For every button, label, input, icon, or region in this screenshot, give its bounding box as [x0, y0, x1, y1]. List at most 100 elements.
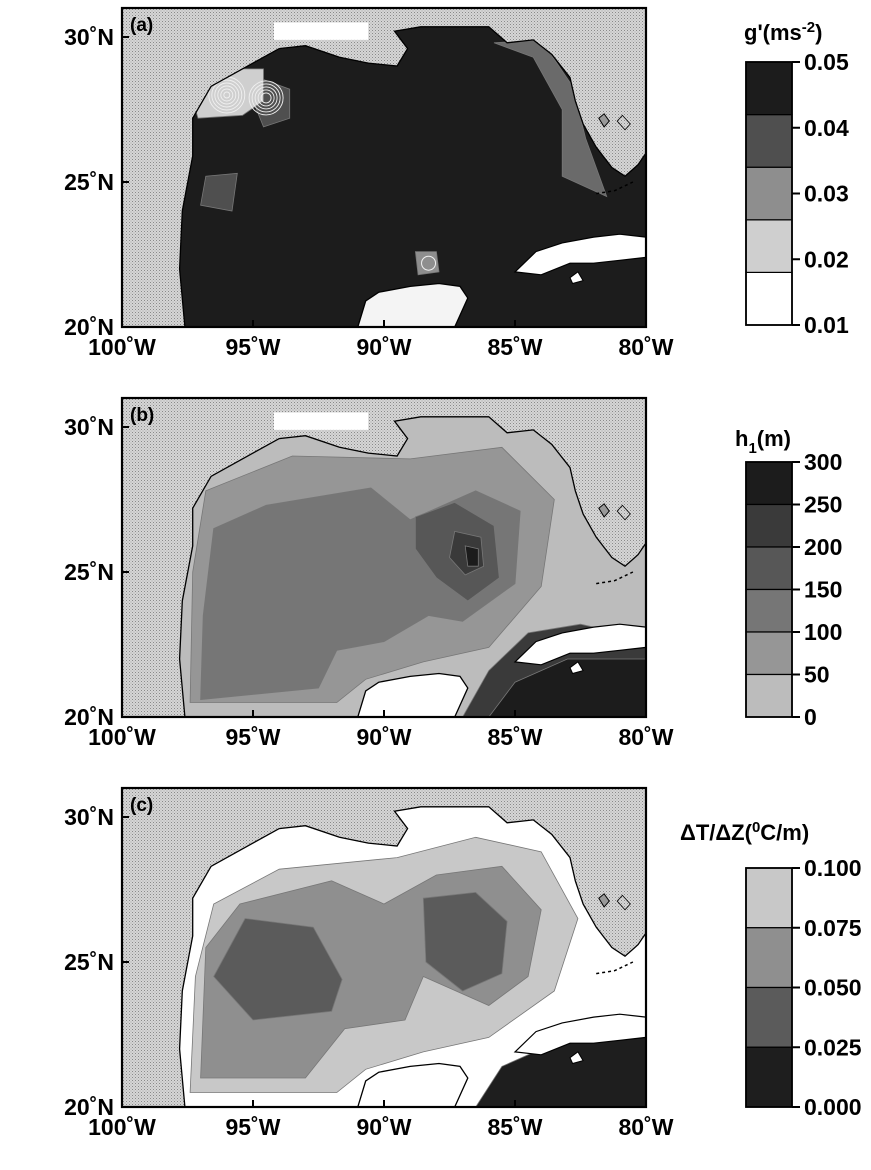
colorbar-tick-label: 0.04 — [804, 115, 849, 141]
inland-outline — [616, 894, 631, 911]
colorbar-segment — [745, 166, 793, 221]
x-tick-label: 90˚W — [357, 724, 412, 750]
panel-label: (b) — [130, 405, 154, 426]
coastal-band — [274, 412, 369, 430]
x-tick-label: 85˚W — [488, 724, 543, 750]
land-isle — [569, 271, 584, 285]
y-tick-label: 20˚N — [64, 704, 114, 730]
eddy-ring-1 — [254, 86, 278, 110]
inland-outline — [616, 114, 631, 131]
y-tick-label: 25˚N — [64, 169, 114, 195]
colorbar-tick-label: 0.05 — [804, 49, 849, 75]
colorbar-segment — [745, 546, 793, 591]
panel-label: (a) — [130, 15, 153, 36]
colorbar-segment — [745, 867, 793, 929]
y-tick-label: 20˚N — [64, 1094, 114, 1120]
panel-a: (a) 100˚W 95˚W 90˚W 85˚W 80˚W 20˚N 25˚N 30˚N 0.01… — [0, 0, 871, 390]
colorbar-segment — [745, 113, 793, 168]
x-tick-label: 100˚W — [88, 1114, 156, 1140]
inland-lake — [598, 113, 610, 128]
colorbar-segment — [745, 986, 793, 1048]
colorbar-segment — [745, 927, 793, 989]
florida-keys — [596, 181, 634, 195]
colorbar-tick-label: 50 — [804, 662, 830, 688]
eddy-ring-1 — [260, 92, 272, 104]
colorbar-segment — [745, 271, 793, 326]
colorbar-tick-label: 250 — [804, 492, 842, 518]
colorbar-segment — [745, 673, 793, 718]
eddy-ring-0 — [220, 88, 234, 102]
colorbar-tick-label: 150 — [804, 577, 842, 603]
colorbar-tick-label: 200 — [804, 534, 842, 560]
map-b: (b) 100˚W 95˚W 90˚W 85˚W 80˚W 20˚N 25˚N 30˚N 300 2… — [64, 396, 842, 750]
land-cuba — [513, 623, 646, 666]
inland-lake — [598, 503, 610, 518]
colorbar-title: h1(m) — [735, 426, 791, 457]
colorbar-tick-label: 0.050 — [804, 975, 862, 1001]
y-tick-label: 25˚N — [64, 949, 114, 975]
eddy-ring-1 — [251, 83, 281, 113]
caribbean-250-300 — [488, 658, 646, 717]
land-north-west — [122, 398, 646, 717]
y-tick-label: 25˚N — [64, 559, 114, 585]
colorbar-tick-label: 0.100 — [804, 855, 862, 881]
land-isle — [569, 661, 584, 675]
land-north-west — [122, 788, 646, 1107]
colorbar-segment — [745, 1046, 793, 1108]
x-tick-label: 80˚W — [619, 334, 674, 360]
colorbar-tick-label: 0.02 — [804, 246, 849, 272]
y-tick-label: 20˚N — [64, 314, 114, 340]
land-cuba — [513, 1013, 646, 1056]
y-tick-label: 30˚N — [64, 414, 114, 440]
western-0.050 — [213, 918, 343, 1021]
land-isle — [569, 1051, 584, 1065]
florida-keys — [596, 961, 634, 975]
x-tick-label: 90˚W — [357, 1114, 412, 1140]
colorbar-segment — [745, 503, 793, 548]
eddy-ring-0 — [214, 82, 240, 108]
panel-b: (b) 100˚W 95˚W 90˚W 85˚W 80˚W 20˚N 25˚N 30˚N 300 2… — [0, 390, 871, 780]
inland-lake — [598, 893, 610, 908]
colorbar-segment — [745, 61, 793, 116]
x-tick-label: 90˚W — [357, 334, 412, 360]
colorbar-tick-label: 0.025 — [804, 1034, 862, 1060]
y-tick-label: 30˚N — [64, 804, 114, 830]
colorbar-segment — [745, 588, 793, 633]
x-tick-label: 80˚W — [619, 1114, 674, 1140]
land-yucatan — [357, 282, 469, 327]
colorbar-segment — [745, 631, 793, 676]
x-tick-label: 85˚W — [488, 1114, 543, 1140]
x-tick-label: 95˚W — [226, 1114, 281, 1140]
eddy-ring-2 — [421, 255, 437, 271]
land-yucatan — [357, 672, 469, 717]
land-north-west — [122, 8, 646, 327]
map-layers — [122, 788, 646, 1107]
eddy-ring-0 — [223, 91, 231, 99]
colorbar-tick-label: 0.000 — [804, 1094, 862, 1120]
colorbar-tick-label: 0.03 — [804, 181, 849, 207]
eddy-ring-1 — [257, 89, 275, 107]
x-tick-label: 100˚W — [88, 334, 156, 360]
colorbar-tick-label: 0 — [804, 704, 817, 730]
x-tick-label: 95˚W — [226, 724, 281, 750]
colorbar-segment — [745, 461, 793, 506]
level-250-300 — [464, 545, 479, 567]
coastal-band — [274, 22, 369, 40]
panel-label: (c) — [130, 795, 153, 816]
map-c: (c) 100˚W 95˚W 90˚W 85˚W 80˚W 20˚N 25˚N 30˚N 0.10… — [64, 786, 862, 1140]
eddy-ring-1 — [248, 80, 284, 116]
map-layers — [122, 398, 646, 717]
colorbar-title: g'(ms-2) — [744, 19, 822, 45]
map-a: (a) 100˚W 95˚W 90˚W 85˚W 80˚W 20˚N 25˚N 30˚N 0.01… — [64, 6, 849, 360]
x-tick-label: 80˚W — [619, 724, 674, 750]
eddy-ring-0 — [217, 85, 237, 105]
x-tick-label: 95˚W — [226, 334, 281, 360]
colorbar-tick-label: 0.01 — [804, 312, 849, 338]
panel-c: (c) 100˚W 95˚W 90˚W 85˚W 80˚W 20˚N 25˚N 30˚N 0.10… — [0, 780, 871, 1170]
y-tick-label: 30˚N — [64, 24, 114, 50]
colorbar-tick-label: 300 — [804, 449, 842, 475]
colorbar-title: ΔT/ΔZ(0C/m) — [680, 819, 809, 845]
eddy-ring-0 — [211, 79, 243, 111]
colorbar-segment — [745, 219, 793, 274]
colorbar-tick-label: 100 — [804, 619, 842, 645]
